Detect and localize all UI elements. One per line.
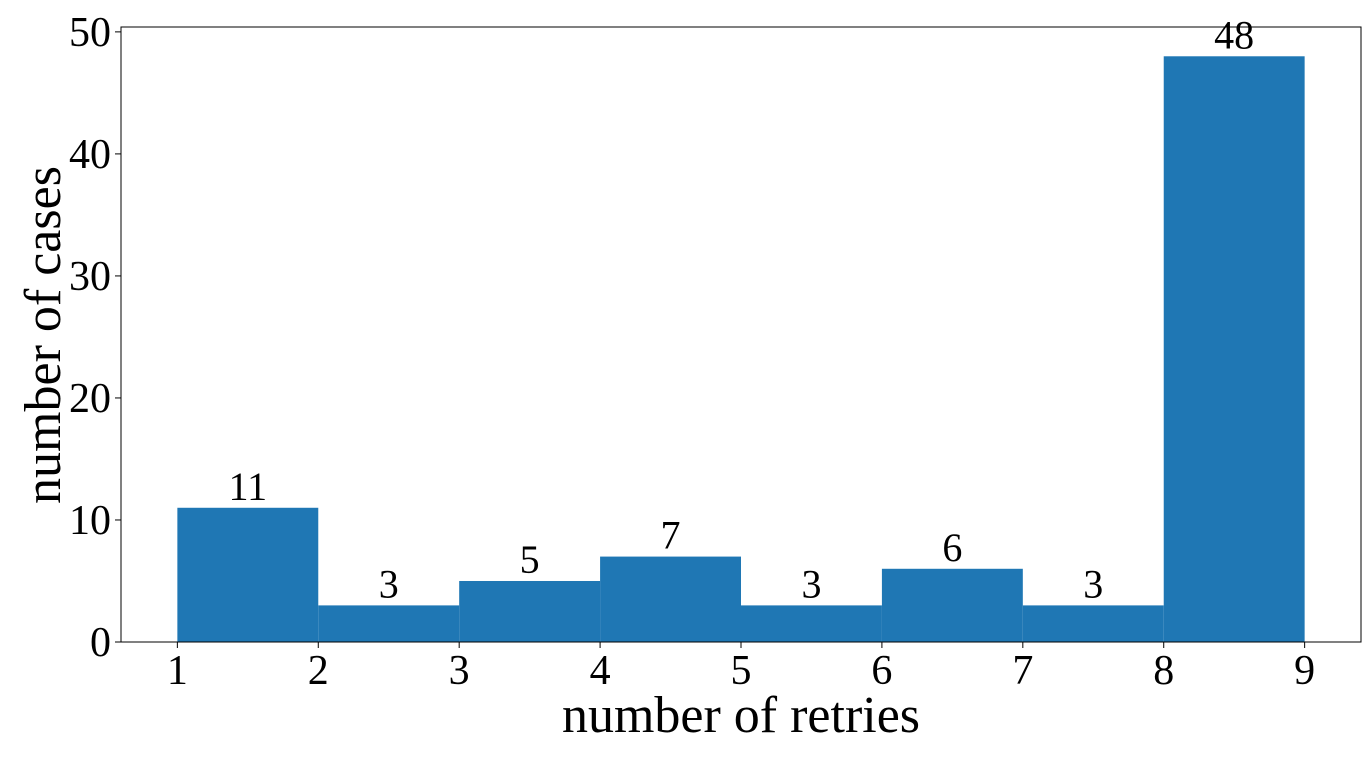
bar: [177, 507, 319, 642]
y-tick-label: 40: [69, 132, 111, 178]
x-axis-label: number of retries: [562, 687, 920, 744]
x-tick-label: 4: [590, 648, 611, 694]
x-tick-label: 7: [1012, 648, 1033, 694]
bar: [1022, 605, 1164, 642]
x-tick-label: 5: [731, 648, 752, 694]
x-tick-label: 2: [308, 648, 329, 694]
value-label: 5: [520, 537, 540, 582]
value-label: 11: [229, 464, 268, 509]
y-axis-label: number of cases: [15, 166, 72, 504]
x-tick-label: 6: [871, 648, 892, 694]
value-label: 7: [661, 513, 681, 558]
bar: [318, 605, 460, 642]
value-label: 3: [1083, 561, 1103, 606]
bar: [600, 556, 741, 642]
value-label: 48: [1214, 12, 1254, 57]
x-tick-label: 8: [1153, 648, 1174, 694]
value-label: 6: [942, 525, 962, 570]
x-tick-label: 9: [1294, 648, 1315, 694]
bar: [459, 580, 601, 642]
value-label: 3: [379, 561, 399, 606]
x-tick-label: 1: [167, 648, 188, 694]
y-tick-label: 0: [90, 620, 111, 666]
x-tick-label: 3: [449, 648, 470, 694]
bar: [1163, 56, 1305, 643]
y-tick-label: 30: [69, 254, 111, 300]
y-tick-label: 20: [69, 376, 111, 422]
y-tick-label: 10: [69, 498, 111, 544]
value-label: 3: [801, 561, 821, 606]
bar: [741, 605, 882, 642]
y-tick-label: 50: [69, 10, 111, 56]
bar: [881, 568, 1023, 642]
